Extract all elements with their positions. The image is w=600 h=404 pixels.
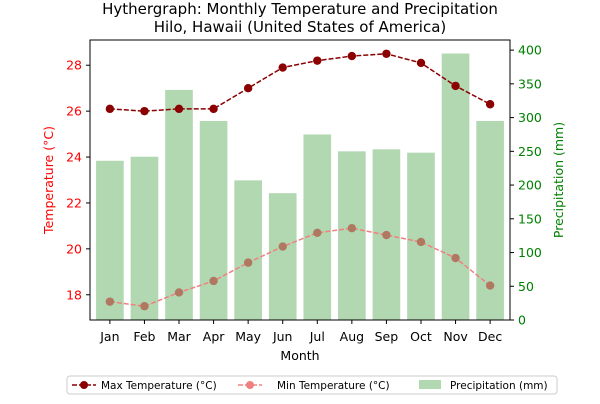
legend-swatch-max-marker — [80, 381, 88, 389]
max-temp-point-jul — [313, 56, 322, 65]
x-tick-label-may: May — [235, 329, 261, 344]
min-temp-point-may — [243, 258, 253, 267]
y-axis-right-label: Precipitation (mm) — [551, 122, 566, 238]
max-temp-point-mar — [174, 104, 184, 114]
x-tick-label-apr: Apr — [203, 329, 225, 344]
legend-swatch-min-marker — [246, 381, 254, 389]
y-right-tick-label-400: 400 — [518, 43, 542, 58]
legend: Max Temperature (°C) Min Temperature (°C… — [66, 375, 558, 395]
precip-bar-jun — [268, 193, 297, 320]
max-temp-point-may — [243, 83, 253, 93]
y-right-tick-label-250: 250 — [518, 144, 542, 159]
max-temp-point-jun — [278, 63, 287, 72]
min-temp-point-nov — [451, 253, 460, 263]
legend-label-precip: Precipitation (mm) — [450, 380, 548, 392]
precip-bar-nov — [441, 53, 470, 320]
y-left-tick-label-26: 26 — [66, 104, 82, 119]
y-left-tick-label-28: 28 — [66, 58, 82, 73]
x-tick-label-dec: Dec — [478, 329, 502, 344]
chart-subtitle: Hilo, Hawaii (United States of America) — [154, 18, 447, 36]
y-axis-right: 0 50 100 150 200 250 300 350 400 — [510, 43, 542, 328]
min-temp-point-oct — [416, 237, 426, 247]
y-right-tick-label-350: 350 — [518, 76, 542, 91]
max-temp-point-apr — [209, 104, 218, 114]
max-temp-point-nov — [451, 81, 460, 91]
x-axis-label: Month — [280, 348, 319, 363]
y-right-tick-label-300: 300 — [518, 110, 542, 125]
max-temp-point-oct — [416, 58, 426, 68]
precipitation-bars — [96, 53, 504, 321]
legend-label-min: Min Temperature (°C) — [277, 380, 390, 392]
x-tick-label-sep: Sep — [375, 329, 399, 344]
x-tick-label-mar: Mar — [167, 329, 191, 344]
max-temp-point-dec — [485, 100, 495, 109]
precip-bar-mar — [165, 89, 193, 321]
min-temp-point-mar — [174, 288, 184, 297]
y-left-tick-label-20: 20 — [66, 241, 82, 256]
x-tick-label-feb: Feb — [133, 329, 155, 344]
max-temp-point-feb — [140, 106, 149, 116]
x-tick-label-nov: Nov — [443, 329, 468, 344]
max-temp-point-aug — [347, 51, 357, 61]
precip-bar-oct — [407, 152, 435, 320]
min-temp-point-aug — [347, 223, 357, 233]
chart-title: Hythergraph: Monthly Temperature and Pre… — [102, 0, 498, 18]
precip-bar-dec — [476, 120, 504, 320]
max-temp-line — [109, 53, 491, 112]
min-temp-point-jan — [105, 297, 115, 306]
precip-bar-feb — [130, 156, 159, 320]
min-temp-point-feb — [140, 302, 149, 311]
legend-label-max: Max Temperature (°C) — [101, 380, 217, 392]
min-temp-point-apr — [209, 276, 218, 286]
min-temp-point-jul — [313, 228, 322, 237]
plot-frame — [89, 39, 511, 321]
precip-bar-aug — [338, 151, 366, 320]
y-right-tick-label-0: 0 — [518, 313, 526, 328]
x-tick-label-jan: Jan — [99, 329, 119, 344]
max-temp-point-jan — [105, 104, 115, 114]
min-temp-point-sep — [382, 230, 391, 240]
max-temp-point-sep — [382, 49, 391, 58]
min-temp-point-dec — [485, 281, 495, 290]
y-axis-left: 18 20 22 24 26 28 — [66, 58, 90, 302]
x-tick-label-jun: Jun — [272, 329, 293, 344]
y-left-tick-label-18: 18 — [66, 287, 82, 302]
temperature-lines — [105, 49, 495, 311]
y-right-tick-label-50: 50 — [518, 279, 534, 294]
min-temp-line — [109, 227, 491, 307]
y-left-tick-label-22: 22 — [66, 195, 82, 210]
y-right-tick-label-150: 150 — [518, 211, 542, 226]
x-tick-label-oct: Oct — [410, 329, 432, 344]
x-tick-label-aug: Aug — [340, 329, 364, 344]
y-left-tick-label-24: 24 — [66, 150, 82, 165]
y-axis-left-label: Temperature (°C) — [41, 126, 56, 235]
precip-bar-jan — [96, 160, 124, 320]
precip-bar-may — [234, 180, 262, 320]
y-right-tick-label-200: 200 — [518, 178, 542, 193]
legend-swatch-precip — [419, 380, 441, 389]
y-right-tick-label-100: 100 — [518, 245, 542, 260]
precip-bar-apr — [199, 120, 228, 320]
x-tick-label-jul: Jul — [309, 329, 325, 344]
x-axis: Jan Feb Mar Apr May Jun Jul Aug Sep Oct Nov Dec — [99, 320, 502, 344]
precip-bar-jul — [303, 134, 332, 320]
min-temp-point-jun — [278, 242, 287, 251]
